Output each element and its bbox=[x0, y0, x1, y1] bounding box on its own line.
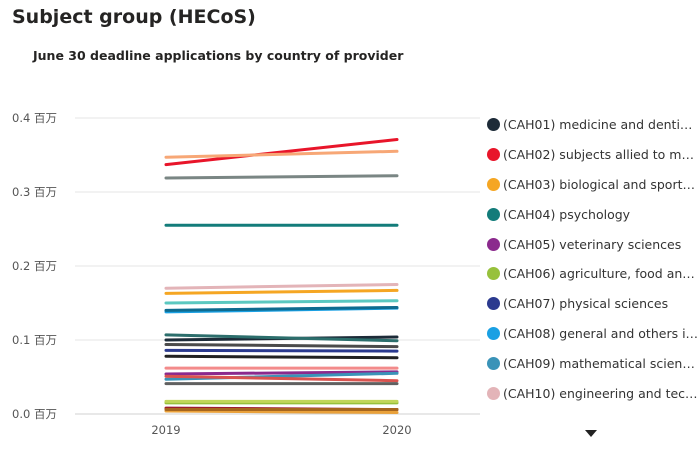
legend-item[interactable]: (CAH04) psychology bbox=[487, 199, 700, 229]
legend-item[interactable]: (CAH06) agriculture, food an… bbox=[487, 259, 700, 289]
legend-label: (CAH05) veterinary sciences bbox=[503, 236, 682, 252]
y-tick-label: 0.2 百万 bbox=[12, 259, 57, 273]
legend-label: (CAH07) physical sciences bbox=[503, 296, 669, 312]
series-line-10[interactable] bbox=[164, 283, 399, 290]
series-line-23[interactable] bbox=[164, 409, 399, 415]
legend-marker-icon bbox=[487, 267, 500, 281]
legend-label: (CAH04) psychology bbox=[503, 206, 631, 222]
legend-item[interactable]: (CAH03) biological and sport… bbox=[487, 170, 700, 200]
legend-marker-icon bbox=[487, 326, 500, 340]
legend-label: (CAH10) engineering and tec… bbox=[503, 385, 698, 401]
chart-title: June 30 deadline applications by country… bbox=[33, 48, 404, 63]
series-line-11[interactable] bbox=[164, 149, 399, 159]
series-line-14[interactable] bbox=[164, 305, 399, 312]
series-line-3[interactable] bbox=[164, 288, 399, 295]
legend-label: (CAH02) subjects allied to m… bbox=[503, 147, 694, 163]
legend-marker-icon bbox=[487, 207, 500, 221]
series-line-12[interactable] bbox=[164, 174, 399, 180]
legend-label: (CAH03) biological and sport… bbox=[503, 176, 695, 192]
legend-marker-icon bbox=[487, 148, 500, 162]
y-tick-label: 0.0 百万 bbox=[12, 407, 57, 421]
legend-item[interactable]: (CAH01) medicine and denti… bbox=[487, 110, 700, 140]
legend-scroll-down-icon[interactable] bbox=[585, 430, 597, 437]
legend-label: (CAH08) general and others i… bbox=[503, 325, 699, 341]
series-lines bbox=[164, 137, 399, 415]
legend-item[interactable]: (CAH02) subjects allied to m… bbox=[487, 140, 700, 170]
x-tick-label: 2020 bbox=[382, 423, 411, 437]
y-tick-label: 0.3 百万 bbox=[12, 185, 57, 199]
legend-label: (CAH01) medicine and denti… bbox=[503, 117, 693, 133]
legend-item[interactable]: (CAH09) mathematical scien… bbox=[487, 348, 700, 378]
y-axis-ticks: 0.0 百万 0.1 百万 0.2 百万 0.3 百万 0.4 百万 bbox=[12, 111, 57, 421]
legend-item[interactable]: (CAH08) general and others i… bbox=[487, 319, 700, 349]
legend-marker-icon bbox=[487, 177, 500, 191]
y-tick-label: 0.4 百万 bbox=[12, 111, 57, 125]
x-axis-ticks: 2019 2020 bbox=[151, 423, 411, 437]
legend: (CAH01) medicine and denti… (CAH02) subje… bbox=[487, 110, 700, 415]
legend-item[interactable]: (CAH05) veterinary sciences bbox=[487, 229, 700, 259]
page-title: Subject group (HECoS) bbox=[12, 6, 256, 28]
series-line-19[interactable] bbox=[164, 374, 399, 383]
legend-label: (CAH09) mathematical scien… bbox=[503, 355, 695, 371]
line-chart: 0.0 百万 0.1 百万 0.2 百万 0.3 百万 0.4 百万 2019 2020 bbox=[12, 111, 480, 437]
legend-label: (CAH06) agriculture, food an… bbox=[503, 266, 695, 282]
grid-layer bbox=[75, 117, 480, 415]
series-line-7[interactable] bbox=[164, 348, 399, 353]
series-line-15[interactable] bbox=[164, 333, 399, 343]
series-line-17[interactable] bbox=[164, 354, 399, 360]
legend-marker-icon bbox=[487, 356, 500, 370]
legend-item[interactable]: (CAH07) physical sciences bbox=[487, 289, 700, 319]
legend-marker-icon bbox=[487, 237, 500, 251]
series-line-13[interactable] bbox=[164, 299, 399, 305]
x-tick-label: 2019 bbox=[151, 423, 180, 437]
legend-item[interactable]: (CAH10) engineering and tec… bbox=[487, 378, 700, 408]
legend-marker-icon bbox=[487, 118, 500, 132]
y-tick-label: 0.1 百万 bbox=[12, 333, 57, 347]
series-line-2[interactable] bbox=[164, 137, 399, 167]
legend-marker-icon bbox=[487, 297, 500, 311]
legend-marker-icon bbox=[487, 386, 500, 400]
series-line-16[interactable] bbox=[164, 342, 399, 349]
series-line-5[interactable] bbox=[164, 370, 399, 376]
